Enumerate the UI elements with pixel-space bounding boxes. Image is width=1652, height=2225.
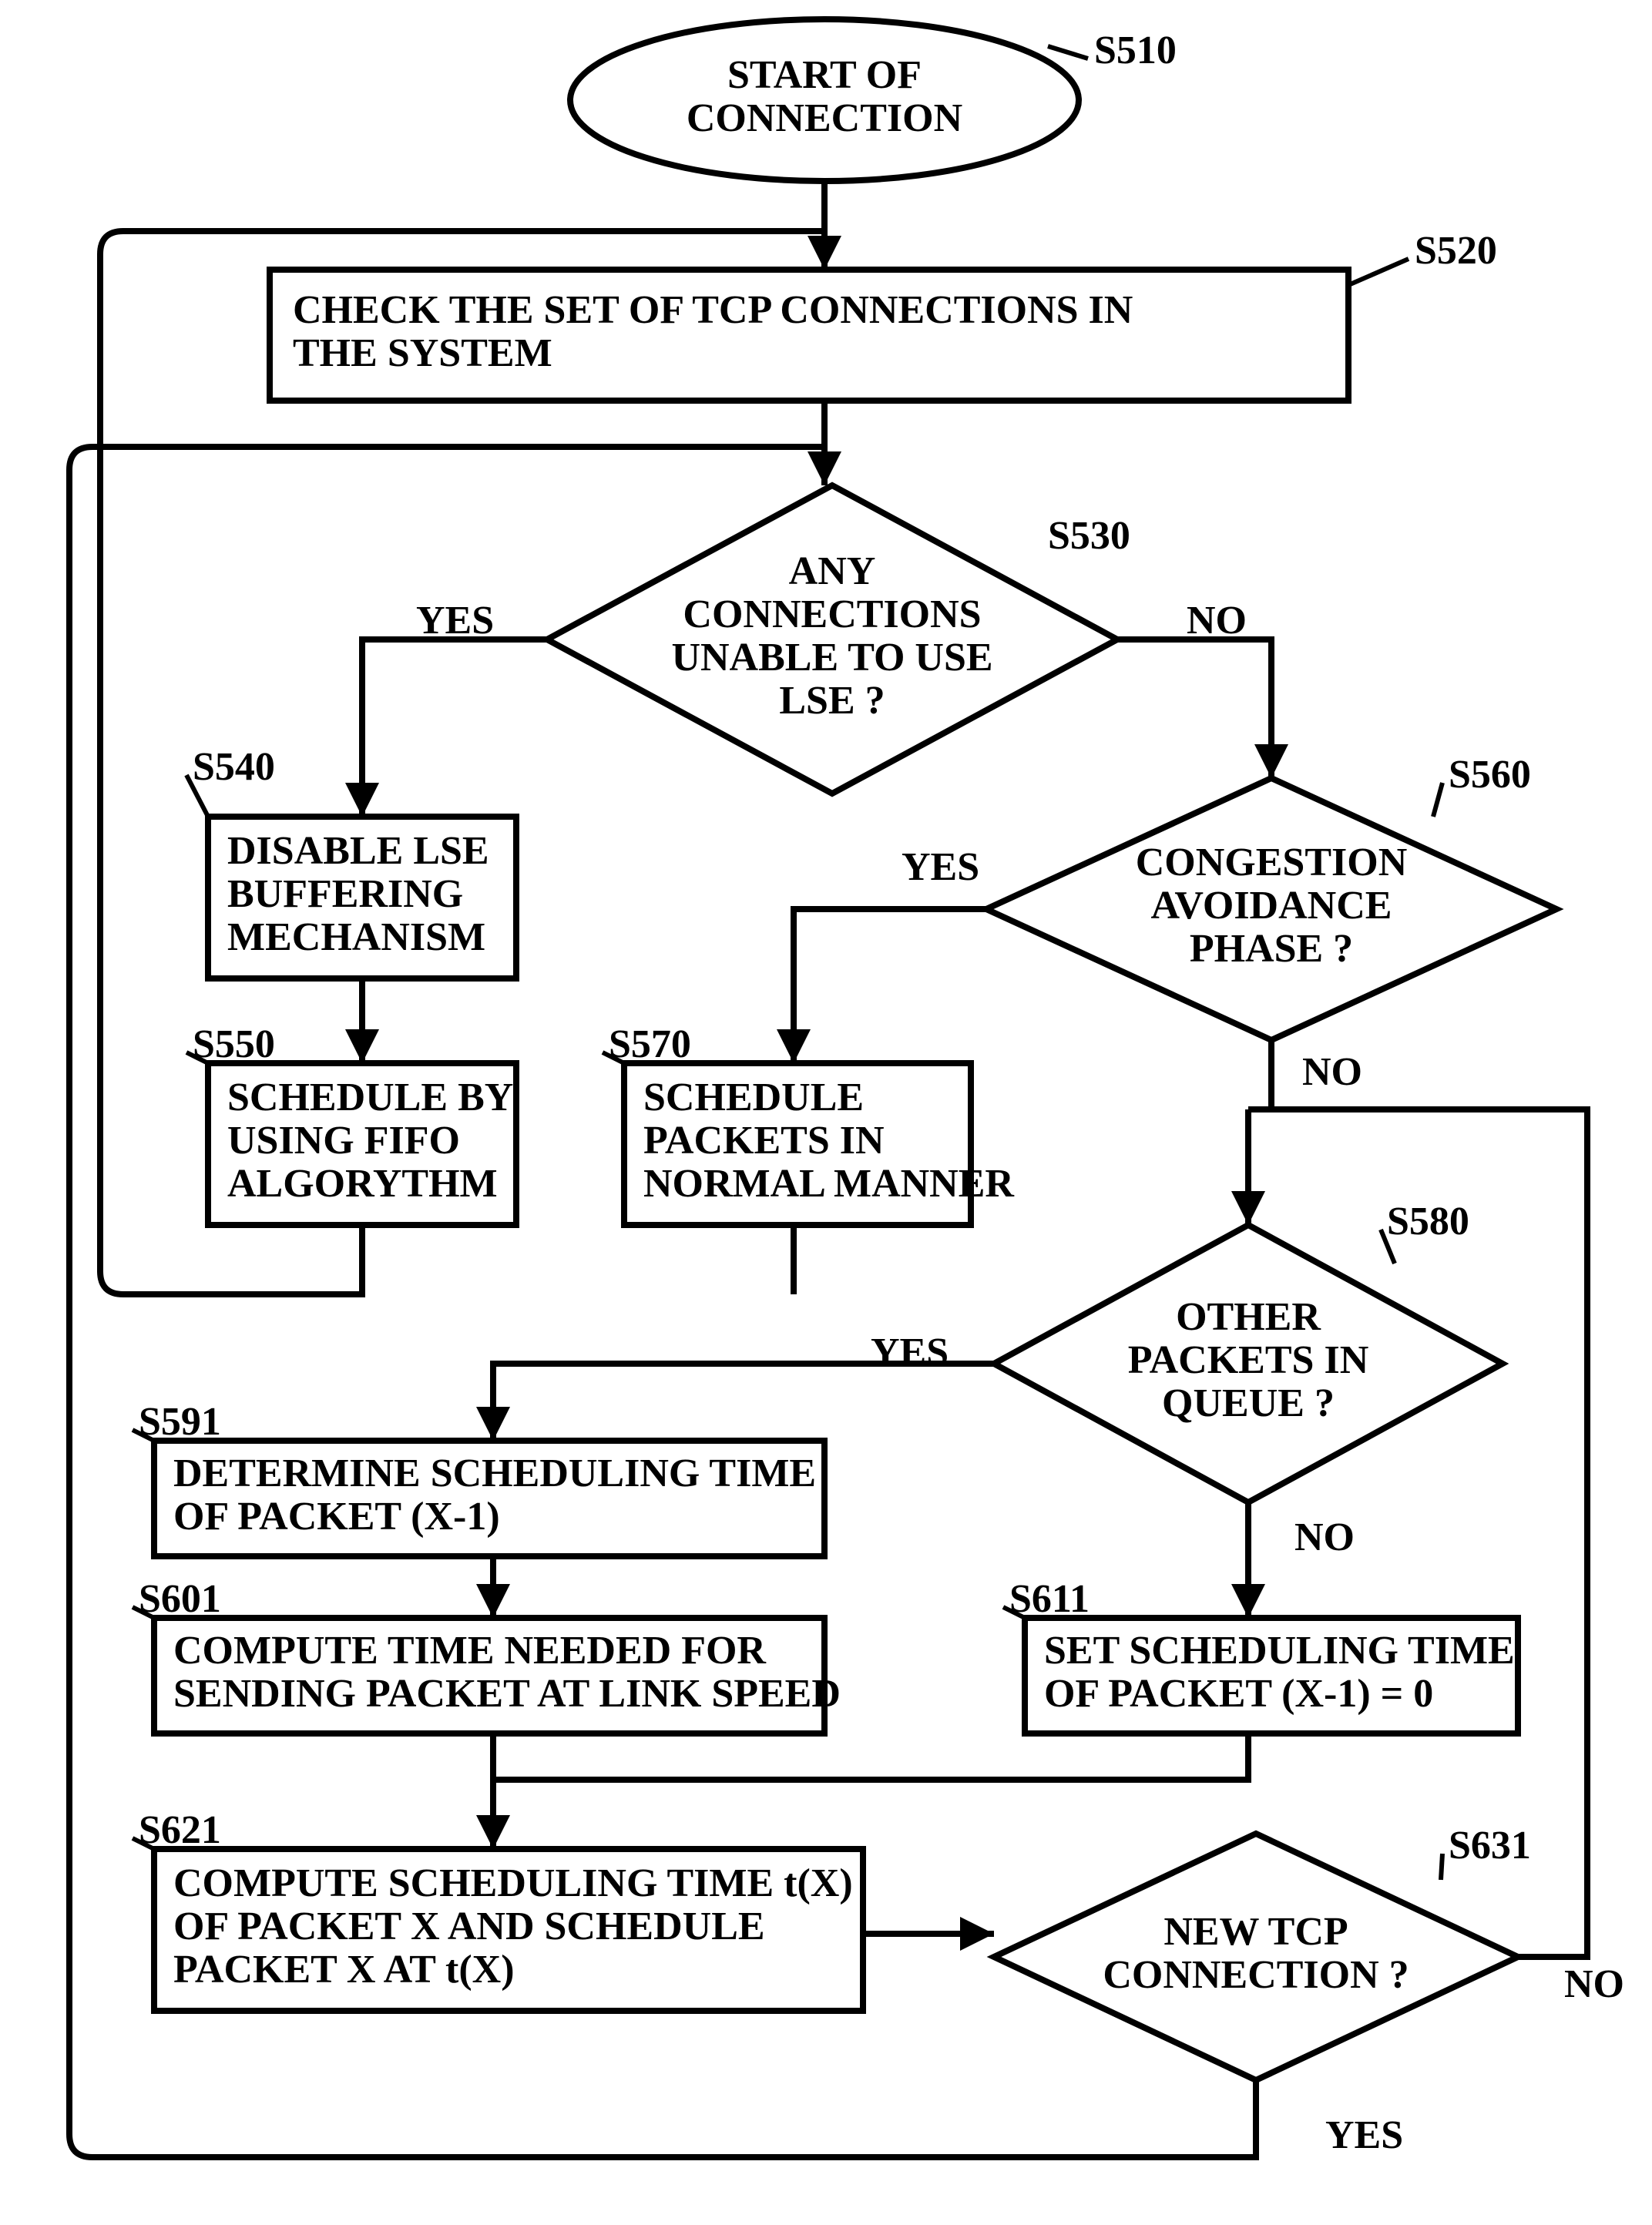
arrow-head <box>476 1407 510 1441</box>
node-line: BUFFERING <box>227 872 463 916</box>
node-line: NEW TCP <box>1163 1910 1348 1954</box>
node-line: SCHEDULE <box>643 1076 864 1119</box>
node-line: CONNECTIONS <box>683 592 981 636</box>
node-line: CHECK THE SET OF TCP CONNECTIONS IN <box>293 288 1133 332</box>
ref-leader <box>1348 259 1409 285</box>
node-line: CONNECTION ? <box>1103 1953 1409 1997</box>
edge-label-no: NO <box>1564 1962 1624 2006</box>
edge <box>493 1733 1248 1780</box>
node-line: PACKETS IN <box>1128 1338 1369 1382</box>
arrow-head <box>1231 1191 1265 1225</box>
node-line: AVOIDANCE <box>1151 884 1392 928</box>
node-line: MECHANISM <box>227 915 485 959</box>
node-line: OF PACKET X AND SCHEDULE <box>173 1905 765 1948</box>
edge <box>794 909 986 1063</box>
edge-label-no: NO <box>1294 1515 1355 1559</box>
arrow-head <box>345 783 379 817</box>
ref-leader <box>1048 46 1088 59</box>
edge <box>1117 639 1271 778</box>
text-block: DISABLE LSEBUFFERINGMECHANISM <box>227 829 489 959</box>
text-block: START OFCONNECTION <box>687 53 962 140</box>
node-line: QUEUE ? <box>1162 1381 1335 1425</box>
ref-s540: S540 <box>193 745 275 789</box>
arrow-head <box>777 1029 811 1063</box>
edge-label-yes: YES <box>902 845 979 889</box>
edge <box>362 639 547 817</box>
node-line: OF PACKET (X-1) <box>173 1495 500 1539</box>
node-line: COMPUTE SCHEDULING TIME t(X) <box>173 1861 853 1905</box>
arrow-head <box>1254 744 1288 778</box>
edge-label-no: NO <box>1302 1050 1362 1094</box>
node-line: CONGESTION <box>1136 841 1408 884</box>
node-line: UNABLE TO USE <box>671 636 992 680</box>
edge-label-yes: YES <box>871 1331 949 1374</box>
node-line: THE SYSTEM <box>293 331 552 375</box>
text-block: COMPUTE TIME NEEDED FORSENDING PACKET AT… <box>173 1629 841 1716</box>
ref-leader <box>1433 783 1442 817</box>
edge-label-yes: YES <box>416 599 494 643</box>
node-line: SCHEDULE BY <box>227 1076 513 1119</box>
ref-s560: S560 <box>1449 753 1531 797</box>
node-line: CONNECTION <box>687 96 962 140</box>
node-line: SENDING PACKET AT LINK SPEED <box>173 1672 841 1716</box>
node-line: NORMAL MANNER <box>643 1162 1015 1206</box>
ref-s580: S580 <box>1387 1200 1469 1243</box>
node-line: COMPUTE TIME NEEDED FOR <box>173 1629 767 1673</box>
node-line: DETERMINE SCHEDULING TIME <box>173 1451 816 1495</box>
ref-s520: S520 <box>1415 229 1497 273</box>
node-line: ANY <box>789 549 876 593</box>
node-line: USING FIFO <box>227 1119 460 1163</box>
arrow-head <box>476 1815 510 1849</box>
arrow-head <box>808 451 841 485</box>
arrow-head <box>345 1029 379 1063</box>
flowchart: START OFCONNECTION S510 CHECK THE SET OF T… <box>0 0 1652 2225</box>
edge <box>493 1364 994 1441</box>
arrow-head <box>808 236 841 270</box>
node-line: SET SCHEDULING TIME <box>1044 1629 1515 1673</box>
edge-label-yes: YES <box>1325 2113 1403 2157</box>
ref-s631: S631 <box>1449 1824 1531 1868</box>
ref-s530: S530 <box>1048 514 1130 558</box>
arrow-head <box>960 1917 994 1951</box>
arrow-head <box>1231 1584 1265 1618</box>
node-line: PACKET X AT t(X) <box>173 1948 515 1992</box>
node-line: PACKETS IN <box>643 1119 885 1163</box>
node-line: OTHER <box>1176 1295 1321 1339</box>
node-line: OF PACKET (X-1) = 0 <box>1044 1672 1433 1716</box>
ref-leader <box>1441 1854 1442 1880</box>
node-line: DISABLE LSE <box>227 829 489 873</box>
node-line: LSE ? <box>779 679 885 723</box>
ref-s510: S510 <box>1094 29 1177 72</box>
node-line: ALGORYTHM <box>227 1162 498 1206</box>
edge-label-no: NO <box>1187 599 1247 643</box>
node-line: PHASE ? <box>1190 927 1353 971</box>
arrow-head <box>476 1584 510 1618</box>
node-line: START OF <box>727 53 922 97</box>
